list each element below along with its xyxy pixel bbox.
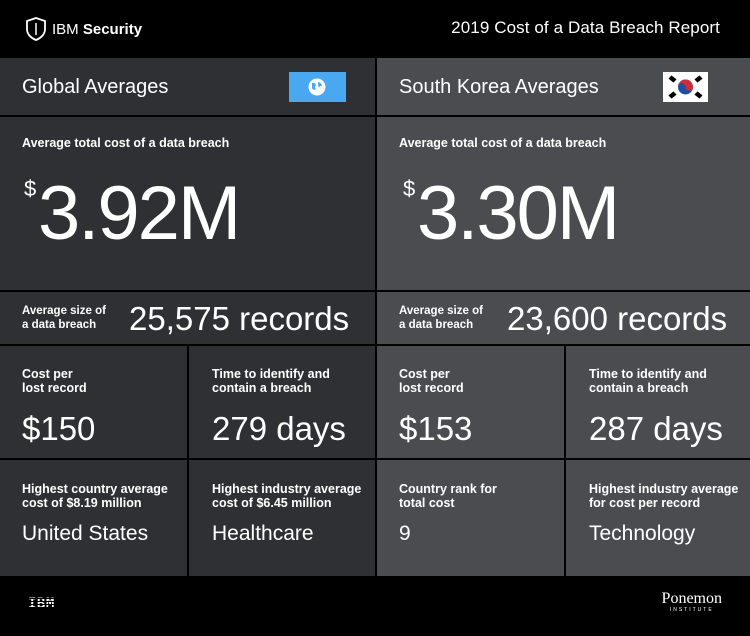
global-time-panel [189,346,375,458]
korea-avg-cost-value: 3.30M [417,171,620,256]
global-highest-industry-value: Healthcare [212,522,314,545]
report-title: 2019 Cost of a Data Breach Report [451,18,720,37]
korea-rank-label-line2: total cost [399,496,455,510]
brand-name: Security [82,20,143,38]
global-avg-cost-value: 3.92M [38,171,241,256]
korea-time-label-line2: contain a breach [589,381,689,395]
global-cost-per-record-label: Cost per lost record [22,367,87,395]
global-highest-country-label: Highest country average cost of $8.19 mi… [22,482,168,510]
ibm-security-brand: IBM Security [26,17,142,41]
korea-avg-size-label: Average size of a data breach [399,304,483,332]
korea-avg-cost-panel [377,117,750,290]
brand-prefix: IBM [52,20,79,38]
global-cost-per-record-value: $150 [22,410,96,447]
global-cost-per-record-panel [0,346,187,458]
korea-rank-label-line1: Country rank for [399,482,497,496]
korea-avg-size-value: 23,600 records [507,300,728,337]
korea-cost-per-record-label-line2: lost record [399,381,464,395]
global-avg-cost-panel [0,117,375,290]
global-time-label-line1: Time to identify and [212,367,330,381]
global-cost-per-record-label-line1: Cost per [22,367,73,381]
ibm-logo: IBM [28,596,55,612]
korea-cost-per-record-label-line1: Cost per [399,367,450,381]
korea-title: South Korea Averages [399,76,599,98]
korea-cost-per-record-label: Cost per lost record [399,367,464,395]
korea-time-label: Time to identify and contain a breach [589,367,707,395]
top-bar: IBM Security 2019 Cost of a Data Breach … [0,0,750,57]
korea-highest-industry-label-line1: Highest industry average [589,482,739,496]
ponemon-sub: INSTITUTE [669,607,714,613]
korea-cost-per-record-panel [377,346,564,458]
ponemon-logo: Ponemon INSTITUTE [662,590,722,613]
globe-icon [289,72,346,102]
korea-avg-cost-label: Average total cost of a data breach [399,136,607,150]
global-highest-industry-label-line2: cost of $6.45 million [212,496,332,510]
shield-icon [26,17,46,41]
global-highest-country-label-line1: Highest country average [22,482,168,496]
global-avg-size-label-line2: a data breach [22,319,97,331]
korea-rank-label: Country rank for total cost [399,482,497,510]
korea-highest-industry-label-line2: for cost per record [589,496,701,510]
korea-time-value: 287 days [589,410,723,447]
global-highest-industry-label-line1: Highest industry average [212,482,362,496]
global-avg-size-panel [0,292,375,344]
global-avg-size-value: 25,575 records [129,300,350,337]
global-highest-industry-panel [189,460,375,576]
global-highest-country-label-line2: cost of $8.19 million [22,496,142,510]
korea-highest-industry-value: Technology [589,522,696,545]
korea-time-label-line1: Time to identify and [589,367,707,381]
global-time-label-line2: contain a breach [212,381,312,395]
global-time-label: Time to identify and contain a breach [212,367,330,395]
global-avg-size-label: Average size of a data breach [22,304,106,332]
korea-cost-per-record-value: $153 [399,410,473,447]
global-avg-cost-label: Average total cost of a data breach [22,136,230,150]
korea-highest-industry-label: Highest industry average for cost per re… [589,482,738,510]
korea-rank-value: 9 [399,522,411,545]
global-highest-country-panel [0,460,187,576]
global-title: Global Averages [22,76,169,98]
global-highest-country-value: United States [22,522,149,545]
brand-text: IBM Security [52,21,142,38]
global-avg-size-label-line1: Average size of [22,305,106,317]
korea-time-panel [566,346,750,458]
global-cost-per-record-label-line2: lost record [22,381,87,395]
global-time-value: 279 days [212,410,346,447]
ponemon-name: Ponemon [661,590,722,607]
korea-rank-panel [377,460,564,576]
korea-avg-size-label-line2: a data breach [399,319,474,331]
global-highest-industry-label: Highest industry average cost of $6.45 m… [212,482,361,510]
korea-currency: $ [403,176,416,201]
korea-highest-industry-panel [566,460,750,576]
korea-avg-size-panel [377,292,750,344]
global-currency: $ [24,176,37,201]
south-korea-flag-icon [663,72,708,102]
bottom-bar [0,578,750,636]
korea-avg-size-label-line1: Average size of [399,305,483,317]
